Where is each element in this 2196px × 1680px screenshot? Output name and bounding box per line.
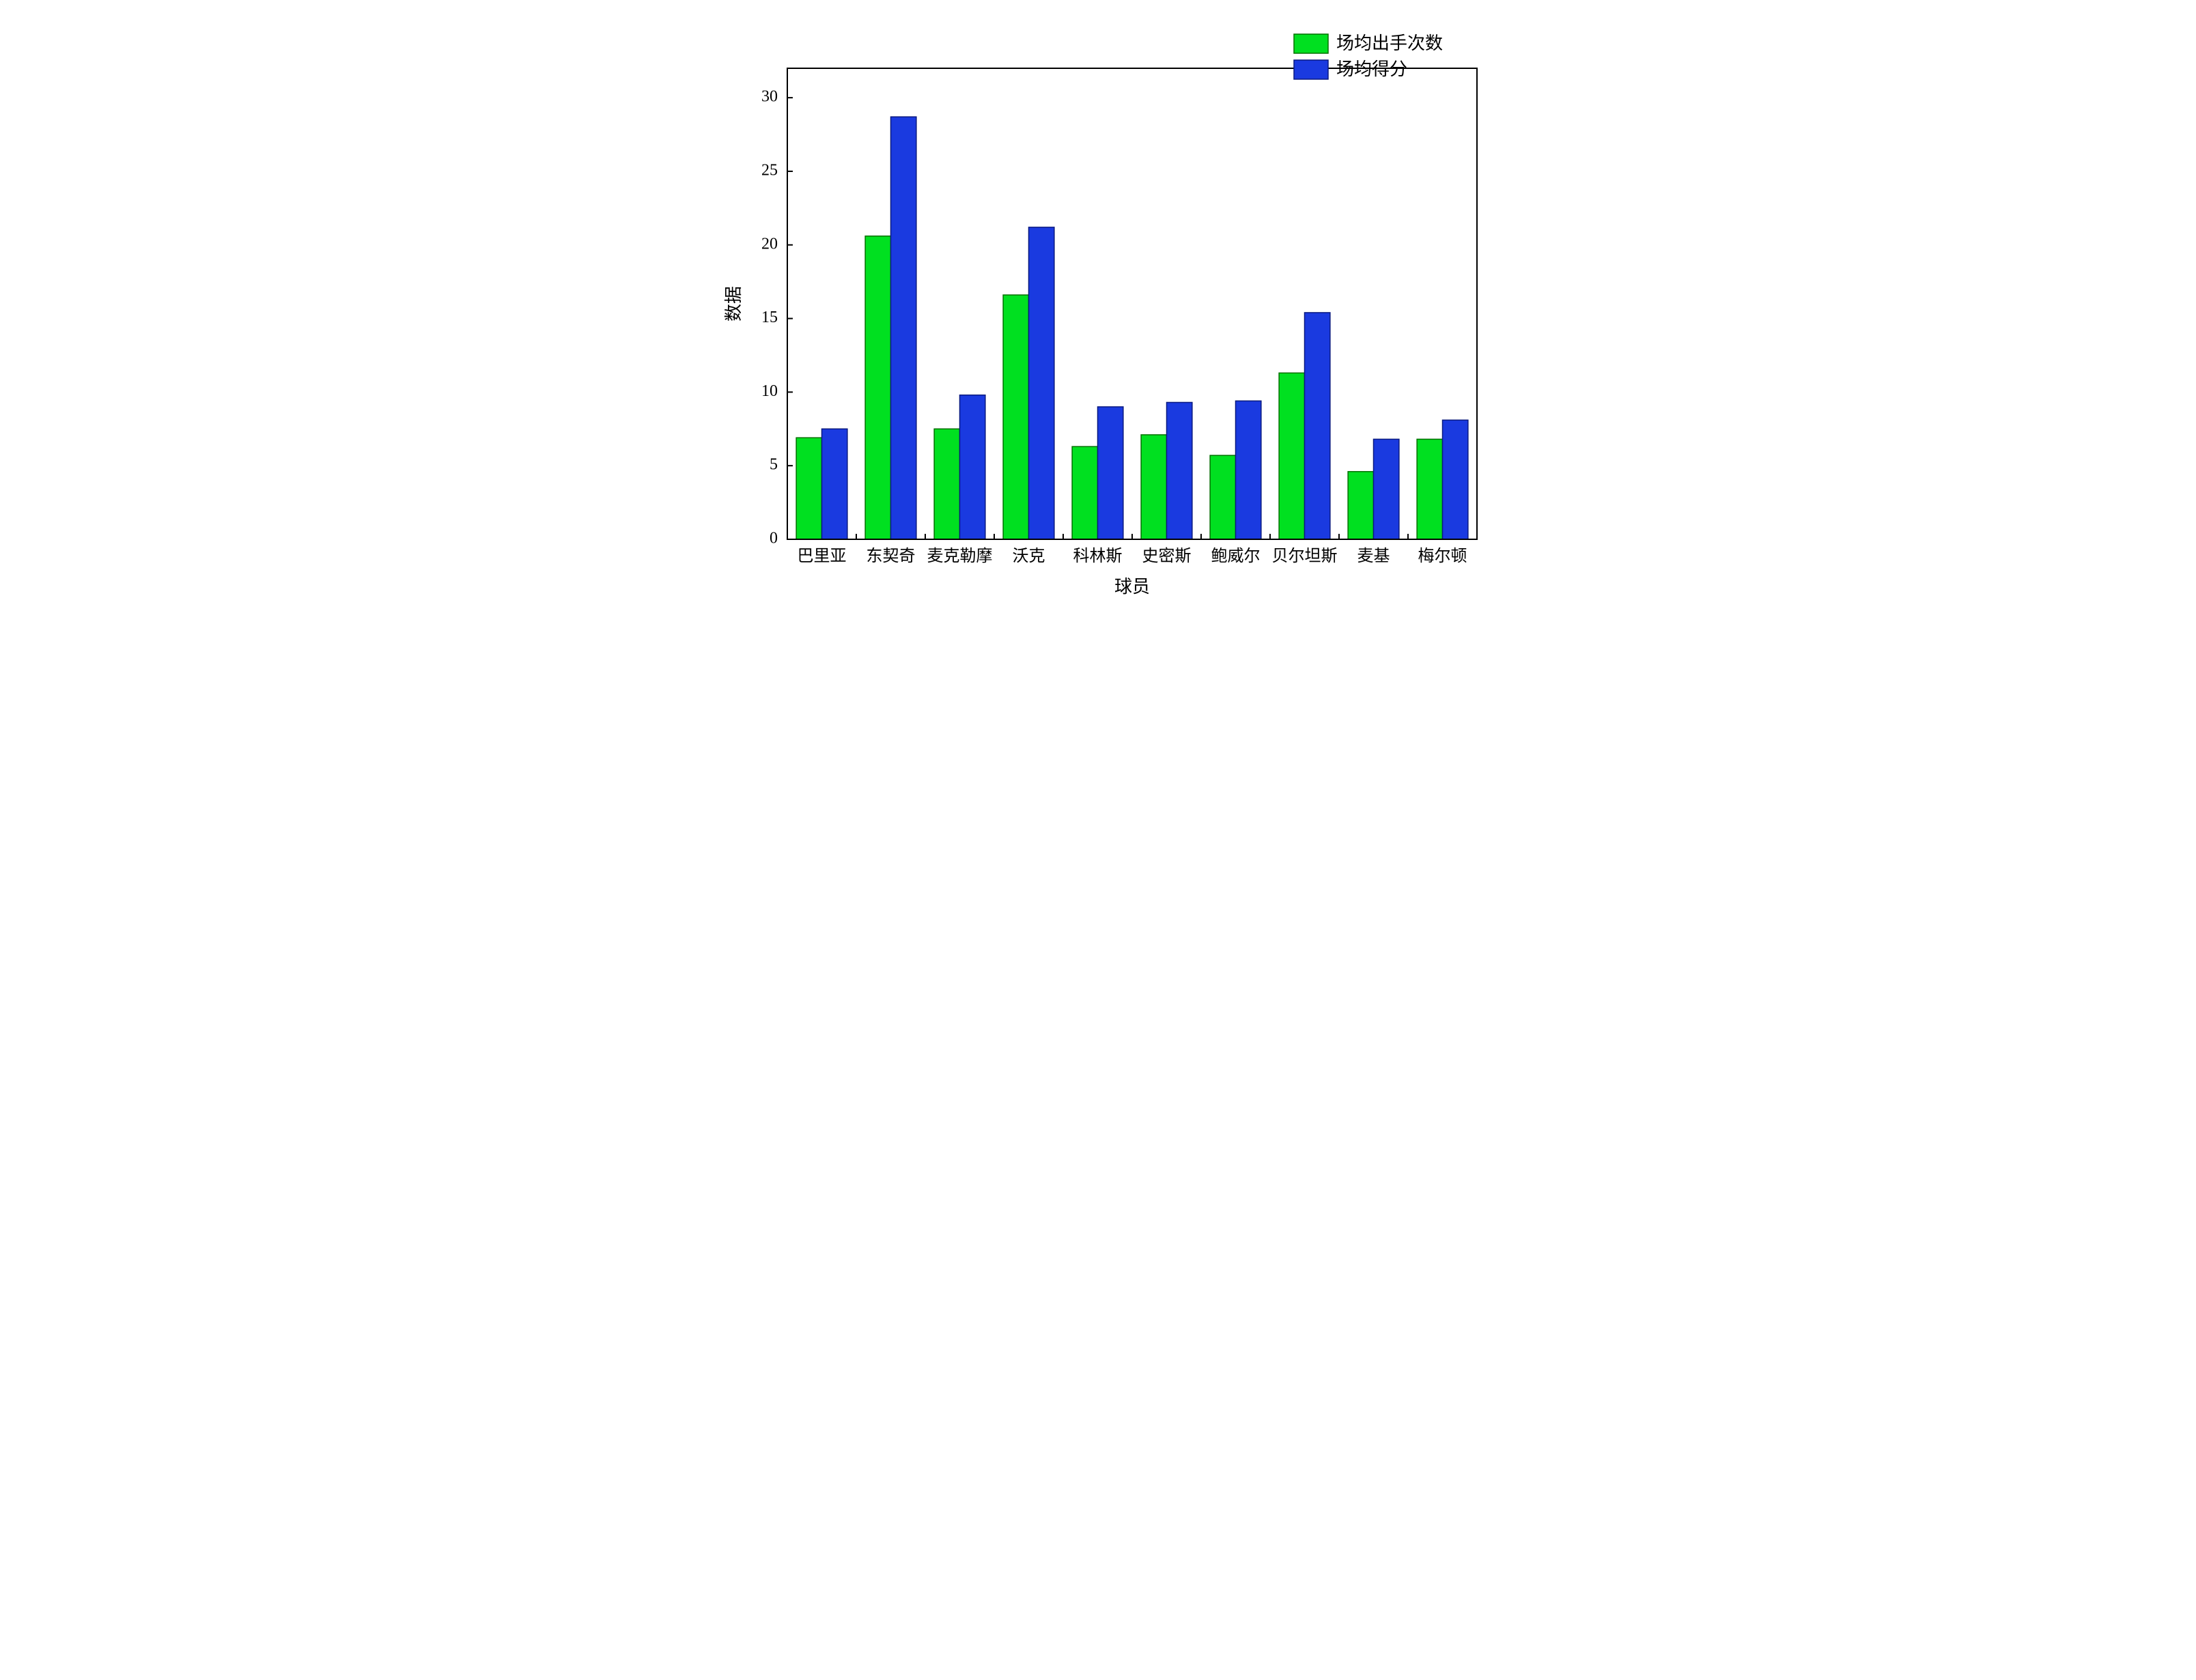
x-tick-label: 沃克 <box>1013 547 1045 565</box>
y-tick-label: 10 <box>761 382 778 400</box>
x-tick-label: 麦克勒摩 <box>927 547 993 565</box>
bar <box>865 236 890 539</box>
bar <box>1348 472 1373 539</box>
x-tick-label: 东契奇 <box>867 547 916 565</box>
bar-chart: 0 5 10 15 20 25 30 巴里亚 东契奇麦克勒摩 沃克 科林斯 史密斯 鲍威尔贝尔坦斯 麦基 梅… <box>671 0 1525 653</box>
bar <box>1098 407 1123 539</box>
bar <box>891 117 916 539</box>
x-tick-label: 贝尔坦斯 <box>1272 547 1338 565</box>
legend-label: 场均出手次数 <box>1336 33 1443 53</box>
x-tick-label: 麦基 <box>1357 547 1390 565</box>
chart-container: 0 5 10 15 20 25 30 巴里亚 东契奇麦克勒摩 沃克 科林斯 史密斯 鲍威尔贝尔坦斯 麦基 梅… <box>671 0 1525 653</box>
x-axis-title: 球员 <box>1114 577 1150 597</box>
bar <box>1374 439 1399 539</box>
x-tick-label: 梅尔顿 <box>1418 547 1467 565</box>
bar <box>822 429 847 539</box>
bar <box>934 429 959 539</box>
y-axis-title: 数据 <box>724 286 744 322</box>
legend-swatch <box>1294 60 1328 79</box>
bar <box>960 395 985 539</box>
y-tick-label: 30 <box>761 88 778 106</box>
x-tick-label: 鲍威尔 <box>1211 547 1261 565</box>
x-tick-label: 巴里亚 <box>798 547 847 565</box>
bar <box>1210 455 1235 539</box>
bar <box>796 438 821 539</box>
y-tick-label: 5 <box>770 456 778 474</box>
y-tick-label: 20 <box>761 235 778 253</box>
x-tick-label: 科林斯 <box>1073 547 1123 565</box>
bar <box>1167 402 1192 539</box>
y-tick-label: 0 <box>770 530 778 547</box>
bar <box>1279 373 1304 539</box>
bar <box>1029 227 1054 539</box>
legend-swatch <box>1294 34 1328 53</box>
bar <box>1072 446 1097 539</box>
bar <box>1443 420 1468 539</box>
x-tick-label: 史密斯 <box>1142 547 1192 565</box>
legend-label: 场均得分 <box>1336 59 1407 79</box>
bar <box>1417 439 1442 539</box>
y-tick-label: 25 <box>761 161 778 179</box>
bar <box>1236 401 1261 539</box>
bar <box>1305 313 1330 539</box>
bar <box>1003 295 1028 539</box>
y-tick-label: 15 <box>761 309 778 326</box>
bar <box>1141 435 1166 539</box>
